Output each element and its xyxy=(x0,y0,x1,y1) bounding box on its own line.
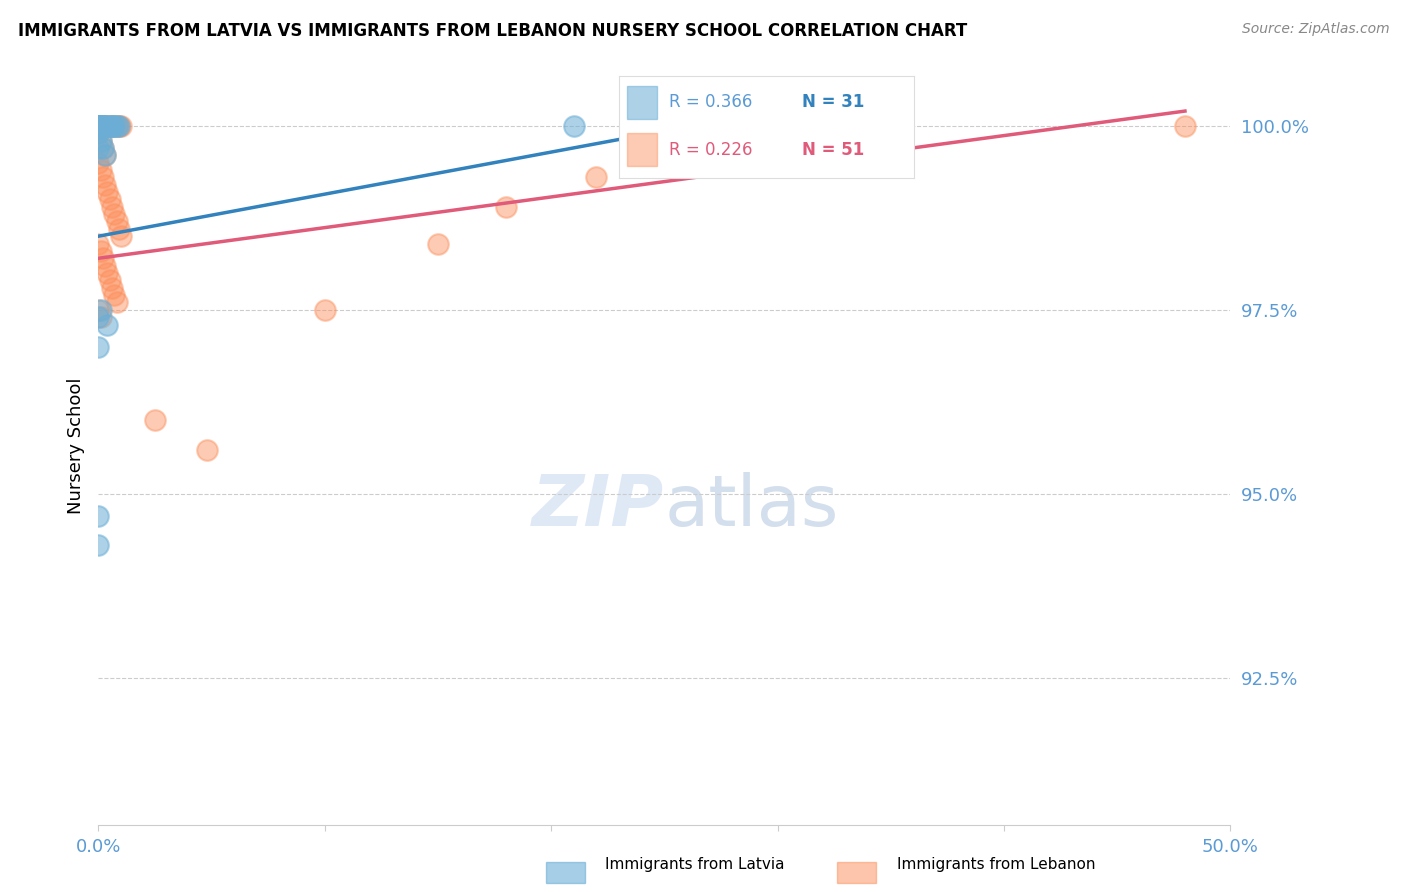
Point xyxy=(110,229,132,244)
Point xyxy=(96,119,118,133)
Text: R = 0.226: R = 0.226 xyxy=(669,141,752,159)
Point xyxy=(87,508,110,523)
Point xyxy=(96,185,118,199)
Point xyxy=(87,155,110,169)
Point xyxy=(105,119,128,133)
Point xyxy=(87,141,110,155)
Point xyxy=(101,119,124,133)
Text: N = 31: N = 31 xyxy=(801,94,865,112)
Point xyxy=(96,266,118,280)
Point xyxy=(103,119,125,133)
Point xyxy=(96,119,118,133)
Point xyxy=(87,126,110,140)
Point xyxy=(87,119,110,133)
Point xyxy=(94,148,117,162)
Point xyxy=(101,119,124,133)
Point xyxy=(105,295,128,310)
Point xyxy=(103,119,125,133)
Text: R = 0.366: R = 0.366 xyxy=(669,94,752,112)
Point xyxy=(90,310,112,325)
Point xyxy=(91,119,114,133)
Bar xyxy=(627,87,657,119)
Point xyxy=(107,119,129,133)
Point xyxy=(101,200,124,214)
Point xyxy=(87,340,110,354)
Point xyxy=(101,119,124,133)
Point xyxy=(87,126,110,140)
Point xyxy=(90,119,112,133)
Point xyxy=(94,119,117,133)
Point xyxy=(562,119,585,133)
Point xyxy=(721,119,744,133)
Point xyxy=(314,302,336,317)
Text: Source: ZipAtlas.com: Source: ZipAtlas.com xyxy=(1241,22,1389,37)
Point xyxy=(96,318,118,332)
Point xyxy=(98,119,121,133)
Point xyxy=(101,281,124,295)
Point xyxy=(1174,119,1197,133)
Point xyxy=(90,163,112,178)
Point xyxy=(103,288,125,302)
Point xyxy=(87,302,110,317)
Point xyxy=(195,442,218,457)
Text: Immigrants from Lebanon: Immigrants from Lebanon xyxy=(897,857,1095,872)
Point xyxy=(94,259,117,273)
Point xyxy=(94,148,117,162)
Point xyxy=(87,119,110,133)
Text: Immigrants from Latvia: Immigrants from Latvia xyxy=(605,857,785,872)
Point xyxy=(94,119,117,133)
Point xyxy=(90,134,112,148)
Point xyxy=(87,119,110,133)
Point xyxy=(110,119,132,133)
Point xyxy=(143,413,166,427)
Text: N = 51: N = 51 xyxy=(801,141,863,159)
Point xyxy=(87,119,110,133)
Point xyxy=(87,119,110,133)
Point xyxy=(87,310,110,325)
Point xyxy=(495,200,517,214)
Point xyxy=(94,178,117,192)
Point xyxy=(90,119,112,133)
Point xyxy=(87,119,110,133)
Text: ZIP: ZIP xyxy=(531,472,665,541)
Point xyxy=(98,193,121,207)
Point xyxy=(91,252,114,266)
Point xyxy=(87,119,110,133)
Point xyxy=(98,273,121,287)
Point xyxy=(90,119,112,133)
Point xyxy=(427,236,450,251)
Point xyxy=(103,207,125,221)
Text: IMMIGRANTS FROM LATVIA VS IMMIGRANTS FROM LEBANON NURSERY SCHOOL CORRELATION CHA: IMMIGRANTS FROM LATVIA VS IMMIGRANTS FRO… xyxy=(18,22,967,40)
Point xyxy=(107,222,129,236)
Point xyxy=(105,214,128,228)
Point xyxy=(87,538,110,552)
Point xyxy=(91,170,114,185)
Y-axis label: Nursery School: Nursery School xyxy=(66,377,84,515)
Point xyxy=(91,141,114,155)
Point xyxy=(90,302,112,317)
Point xyxy=(585,170,607,185)
Point xyxy=(91,141,114,155)
Point xyxy=(91,119,114,133)
Point xyxy=(105,119,128,133)
Point xyxy=(98,119,121,133)
Bar xyxy=(627,133,657,166)
Text: atlas: atlas xyxy=(665,472,839,541)
Point xyxy=(107,119,129,133)
Point xyxy=(87,119,110,133)
Point xyxy=(87,236,110,251)
Point xyxy=(90,134,112,148)
Point xyxy=(91,119,114,133)
Point xyxy=(91,119,114,133)
Point xyxy=(90,119,112,133)
Point xyxy=(87,119,110,133)
Point xyxy=(90,244,112,258)
Point xyxy=(94,119,117,133)
Point xyxy=(87,119,110,133)
Point xyxy=(87,119,110,133)
